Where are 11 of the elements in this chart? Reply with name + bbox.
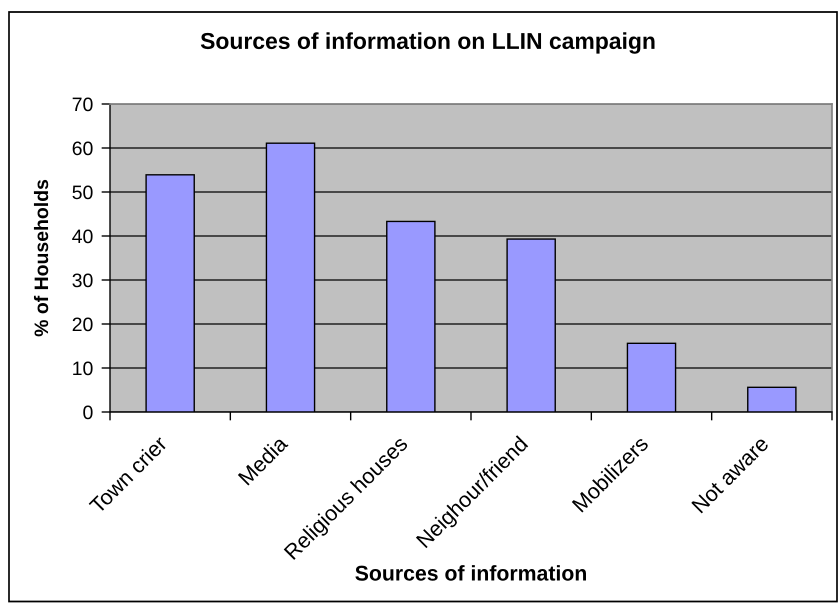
y-tick-label: 20 (72, 317, 93, 332)
y-tick-label: 60 (72, 141, 93, 156)
y-tick-label: 0 (83, 405, 93, 420)
y-tick-label: 40 (72, 229, 93, 244)
y-tick-label: 30 (72, 273, 93, 288)
chart-title: Sources of information on LLIN campaign (200, 32, 655, 54)
x-axis-title: Sources of information (355, 565, 586, 581)
y-tick-label: 50 (72, 185, 93, 200)
y-tick-label: 10 (73, 361, 93, 376)
y-axis-title: % of Households (34, 180, 48, 336)
y-tick-label: 70 (72, 97, 93, 112)
